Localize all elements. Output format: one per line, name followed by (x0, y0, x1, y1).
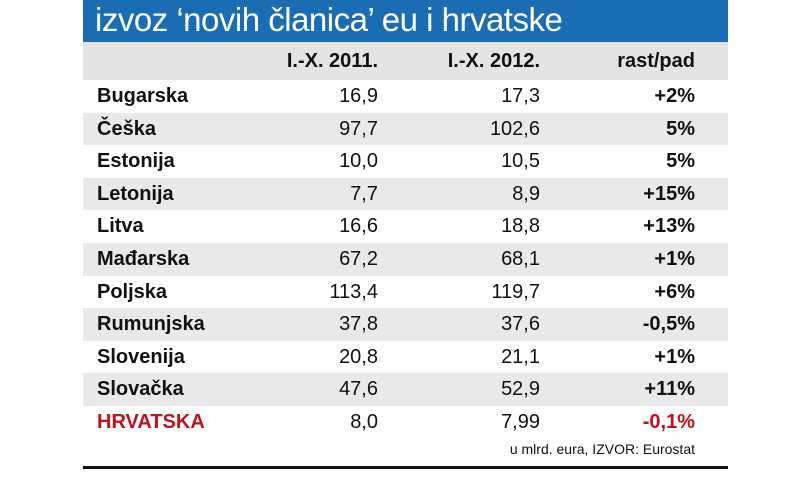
table-row: Estonija 10,0 10,5 5% (83, 145, 728, 179)
country-name: Bugarska (97, 85, 189, 107)
country-name: Estonija (97, 150, 175, 173)
value-cell: 17,3 (501, 85, 540, 107)
value-cell: 67,2 (339, 248, 378, 270)
table-row: Poljska 113,4 119,7 +6% (83, 275, 728, 309)
table-row: Bugarska 16,9 17,3 +2% (83, 80, 728, 113)
value-cell: 7,7 (350, 182, 378, 205)
value-cell: +15% (643, 182, 695, 205)
value-cell: 37,6 (501, 313, 540, 336)
value-cell: +2% (654, 85, 695, 107)
country-name: Mađarska (97, 248, 190, 270)
value-cell: 5% (666, 117, 695, 140)
value-cell: 68,1 (501, 248, 540, 270)
column-header: I.-X. 2011. (286, 50, 378, 72)
value-cell: 52,9 (501, 378, 540, 401)
value-cell: 21,1 (501, 345, 540, 368)
title: izvoz ‘novih članica’ eu i hrvatske (83, 0, 728, 42)
value-cell: 18,8 (501, 215, 540, 238)
value-cell: +1% (654, 248, 695, 270)
value-cell: 8,9 (512, 182, 540, 205)
table-row: Litva 16,6 18,8 +13% (83, 210, 728, 244)
value-cell: +1% (654, 345, 695, 368)
value-cell: 8,0 (350, 411, 378, 433)
value-cell: 10,5 (501, 150, 540, 173)
table-row: Češka 97,7 102,6 5% (83, 112, 728, 146)
value-cell: 47,6 (339, 378, 378, 401)
value-cell: +6% (654, 280, 695, 303)
value-cell: 20,8 (339, 345, 378, 368)
country-name: Poljska (97, 280, 168, 303)
column-header: rast/pad (617, 50, 695, 72)
value-cell: 7,99 (501, 411, 540, 433)
value-cell: 97,7 (339, 117, 378, 140)
value-cell: 102,6 (489, 117, 540, 140)
value-cell: +13% (643, 215, 695, 238)
table-row: HRVATSKA 8,0 7,99 -0,1% (83, 406, 728, 439)
table-row: Slovačka 47,6 52,9 +11% (83, 373, 728, 407)
country-name: Litva (97, 215, 144, 238)
table-row: Letonija 7,7 8,9 +15% (83, 177, 728, 211)
column-header: I.-X. 2012. (447, 50, 540, 72)
value-cell: -0,1% (642, 411, 695, 433)
table-row: Mađarska 67,2 68,1 +1% (83, 243, 728, 276)
country-name: Letonija (97, 182, 174, 205)
value-cell: 16,9 (339, 85, 378, 107)
table-row: Rumunjska 37,8 37,6 -0,5% (83, 308, 728, 342)
value-cell: +11% (644, 378, 695, 401)
source-note: u mlrd. eura, IZVOR: Eurostat (509, 441, 695, 457)
country-name: Slovenija (97, 345, 185, 368)
value-cell: 5% (666, 150, 695, 173)
value-cell: 119,7 (491, 280, 540, 303)
country-name: Rumunjska (97, 313, 205, 336)
header-row: I.-X. 2011. I.-X. 2012. rast/pad (83, 42, 728, 80)
value-cell: 37,8 (339, 313, 378, 336)
country-name: Slovačka (97, 378, 184, 401)
value-cell: 113,4 (329, 280, 378, 303)
value-cell: 10,0 (339, 150, 378, 173)
value-cell: -0,5% (642, 313, 695, 336)
country-name: HRVATSKA (97, 411, 205, 433)
value-cell: 16,6 (339, 215, 378, 238)
country-name: Češka (97, 117, 156, 140)
table-row: Slovenija 20,8 21,1 +1% (83, 340, 728, 374)
bottom-rule (83, 466, 728, 469)
